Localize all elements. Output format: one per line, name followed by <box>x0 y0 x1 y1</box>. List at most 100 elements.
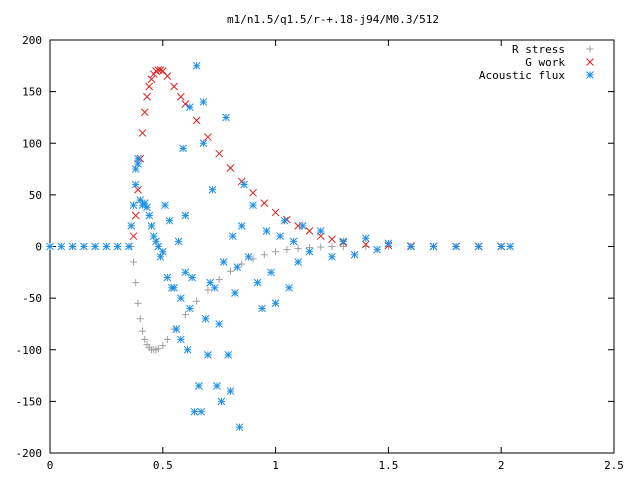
data-point <box>222 113 230 122</box>
data-point <box>328 252 336 261</box>
chart-title: m1/n1.5/q1.5/r-+.18-j94/M0.3/512 <box>227 13 439 26</box>
data-point <box>452 242 460 251</box>
data-point <box>129 232 138 241</box>
data-point <box>237 221 246 230</box>
data-point <box>165 216 174 225</box>
data-point <box>46 242 54 251</box>
data-point <box>215 276 223 284</box>
data-point <box>384 239 393 248</box>
data-point <box>138 129 147 137</box>
data-point <box>350 250 359 259</box>
data-point <box>186 304 194 313</box>
data-point <box>249 188 257 197</box>
data-point <box>285 283 293 292</box>
data-point <box>271 299 280 308</box>
series-cross <box>129 66 506 251</box>
y-tick-label: 200 <box>22 34 42 47</box>
data-point <box>163 335 171 343</box>
data-point <box>161 201 169 210</box>
data-point <box>215 149 224 158</box>
data-point <box>283 246 291 254</box>
data-point <box>181 311 189 319</box>
data-point <box>57 242 66 251</box>
data-point <box>373 245 381 254</box>
data-point <box>271 208 280 217</box>
data-point <box>79 242 88 251</box>
data-point <box>186 103 194 111</box>
data-point <box>159 342 167 350</box>
data-point <box>143 203 151 212</box>
data-point <box>497 242 506 251</box>
data-point <box>140 108 149 117</box>
data-point <box>68 242 77 251</box>
data-point <box>244 252 253 261</box>
data-point <box>204 286 212 294</box>
data-point <box>154 66 163 74</box>
data-point <box>305 247 314 256</box>
data-point <box>154 345 162 353</box>
data-point <box>134 299 142 307</box>
data-point <box>131 180 140 189</box>
data-point <box>305 227 314 235</box>
data-point <box>204 351 212 359</box>
data-point <box>317 243 325 251</box>
series-layer <box>46 61 515 432</box>
data-point <box>192 61 201 70</box>
data-point <box>141 335 149 343</box>
data-point <box>145 82 154 91</box>
data-point <box>131 211 140 220</box>
data-point <box>204 133 212 141</box>
data-point <box>145 211 154 220</box>
y-tick-label: -200 <box>16 447 43 460</box>
data-point <box>260 199 269 207</box>
data-point <box>316 227 325 235</box>
y-tick-label: -150 <box>16 395 43 408</box>
data-point <box>224 351 233 359</box>
data-point <box>195 382 203 390</box>
data-point <box>215 320 224 328</box>
x-tick-label: 1 <box>272 459 279 472</box>
data-point <box>429 242 438 251</box>
x-tick-label: 1.5 <box>378 459 398 472</box>
data-point <box>138 327 146 335</box>
data-point <box>113 242 122 251</box>
y-tick-label: -100 <box>16 344 43 357</box>
data-point <box>132 279 140 287</box>
data-point <box>328 235 336 244</box>
data-point <box>272 248 280 256</box>
data-point <box>228 232 237 241</box>
data-point <box>129 201 138 210</box>
data-point <box>197 407 206 416</box>
data-point <box>158 247 167 256</box>
data-point <box>226 387 235 395</box>
data-point <box>170 82 178 91</box>
data-point <box>125 242 133 251</box>
data-point <box>170 283 178 292</box>
data-point <box>289 237 298 246</box>
data-point <box>129 258 137 266</box>
data-point <box>181 268 190 277</box>
data-point <box>91 242 99 251</box>
y-tick-label: 50 <box>29 189 42 202</box>
data-point <box>199 98 208 106</box>
data-point <box>474 242 483 251</box>
data-point <box>298 221 307 230</box>
y-tick-label: -50 <box>22 292 42 305</box>
data-point <box>361 240 370 249</box>
data-point <box>339 237 348 246</box>
data-point <box>260 251 268 259</box>
data-point <box>179 144 187 153</box>
axes-ticks: 0 0.5 1 1.5 2 2.5 -200 -150 -100 -50 0 50 100 150 200 <box>16 34 624 472</box>
data-point <box>258 304 266 313</box>
data-point <box>208 185 217 194</box>
data-point <box>102 242 111 251</box>
data-point <box>127 221 136 230</box>
data-point <box>226 267 234 275</box>
x-tick-label: 0 <box>47 459 54 472</box>
series-star <box>46 61 515 432</box>
y-tick-label: 150 <box>22 86 42 99</box>
x-tick-label: 2.5 <box>604 459 624 472</box>
data-point <box>267 268 275 277</box>
